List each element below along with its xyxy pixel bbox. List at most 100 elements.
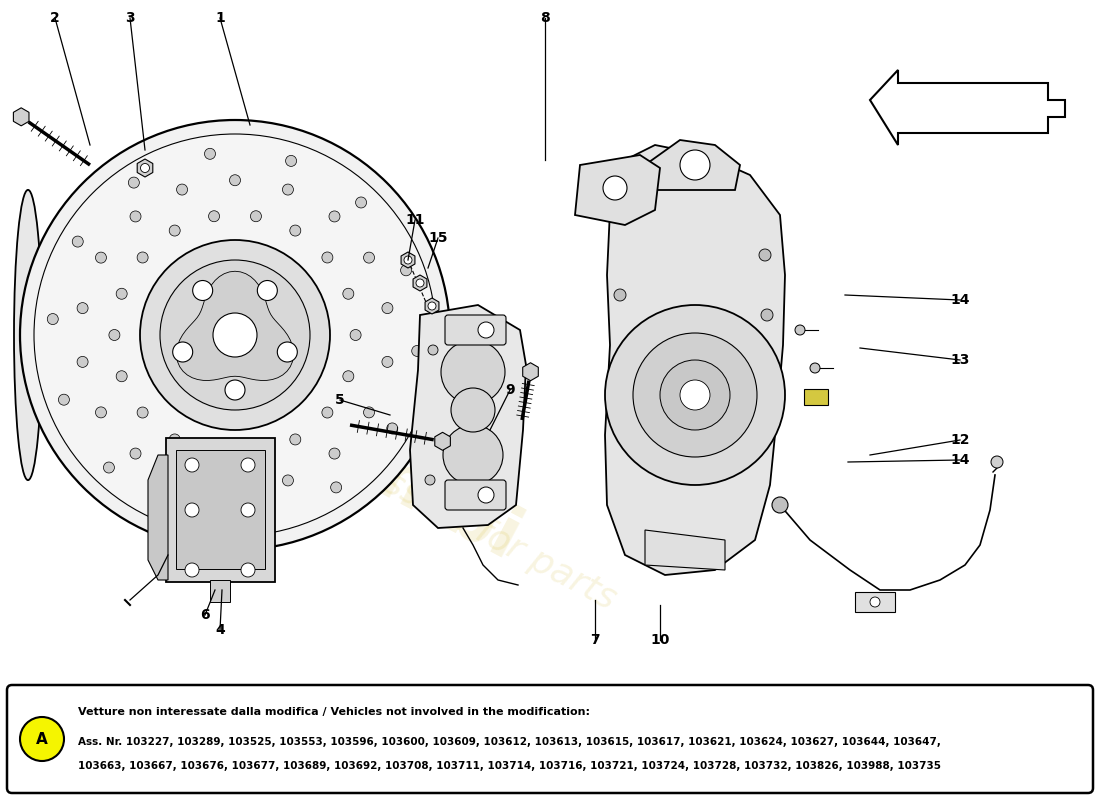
Circle shape	[109, 330, 120, 341]
Circle shape	[251, 210, 262, 222]
Circle shape	[117, 370, 128, 382]
Circle shape	[185, 563, 199, 577]
FancyBboxPatch shape	[7, 685, 1093, 793]
Polygon shape	[645, 140, 740, 190]
Text: 3: 3	[125, 11, 135, 25]
Circle shape	[286, 155, 297, 166]
Circle shape	[129, 177, 140, 188]
Text: A: A	[36, 731, 48, 746]
Circle shape	[169, 225, 180, 236]
Circle shape	[226, 380, 245, 400]
Circle shape	[177, 475, 188, 486]
Circle shape	[759, 249, 771, 261]
Circle shape	[363, 252, 374, 263]
Circle shape	[331, 482, 342, 493]
Circle shape	[205, 148, 216, 159]
Circle shape	[632, 333, 757, 457]
Circle shape	[77, 302, 88, 314]
Polygon shape	[855, 592, 895, 612]
Circle shape	[277, 342, 297, 362]
Text: Ass. Nr. 103227, 103289, 103525, 103553, 103596, 103600, 103609, 103612, 103613,: Ass. Nr. 103227, 103289, 103525, 103553,…	[78, 737, 940, 747]
Text: euroricambi: euroricambi	[67, 285, 532, 575]
Circle shape	[141, 163, 150, 173]
FancyBboxPatch shape	[804, 389, 828, 405]
Circle shape	[478, 487, 494, 503]
Circle shape	[322, 407, 333, 418]
Circle shape	[138, 407, 148, 418]
Circle shape	[130, 448, 141, 459]
Circle shape	[322, 252, 333, 263]
Polygon shape	[414, 275, 427, 291]
Circle shape	[614, 289, 626, 301]
Circle shape	[73, 236, 84, 247]
Circle shape	[103, 462, 114, 473]
Circle shape	[20, 120, 450, 550]
Circle shape	[20, 717, 64, 761]
Polygon shape	[605, 145, 785, 575]
Circle shape	[382, 356, 393, 367]
Circle shape	[289, 434, 300, 445]
Circle shape	[160, 260, 310, 410]
Circle shape	[400, 265, 411, 276]
Text: 1985: 1985	[382, 371, 458, 429]
Circle shape	[241, 563, 255, 577]
Circle shape	[257, 281, 277, 301]
Circle shape	[130, 211, 141, 222]
Circle shape	[209, 448, 220, 459]
Circle shape	[138, 252, 148, 263]
Circle shape	[329, 448, 340, 459]
Circle shape	[329, 211, 340, 222]
Circle shape	[251, 448, 262, 459]
Circle shape	[428, 302, 436, 310]
Circle shape	[478, 322, 494, 338]
Polygon shape	[148, 455, 168, 580]
Circle shape	[140, 240, 330, 430]
Polygon shape	[425, 298, 439, 314]
Circle shape	[34, 134, 436, 536]
Text: 13: 13	[950, 353, 970, 367]
Text: 15: 15	[428, 231, 448, 245]
Circle shape	[241, 458, 255, 472]
FancyBboxPatch shape	[166, 438, 275, 582]
Circle shape	[451, 388, 495, 432]
Polygon shape	[176, 271, 294, 381]
Text: 14: 14	[950, 293, 970, 307]
Circle shape	[605, 305, 785, 485]
Text: passion for parts: passion for parts	[338, 444, 622, 616]
Circle shape	[77, 356, 88, 367]
Polygon shape	[870, 70, 1065, 145]
Circle shape	[387, 423, 398, 434]
Circle shape	[117, 288, 128, 299]
Polygon shape	[138, 159, 153, 177]
Circle shape	[177, 184, 188, 195]
Circle shape	[382, 302, 393, 314]
FancyBboxPatch shape	[176, 450, 265, 569]
Circle shape	[363, 407, 374, 418]
Circle shape	[289, 225, 300, 236]
Text: 11: 11	[405, 213, 425, 227]
Circle shape	[350, 330, 361, 341]
Circle shape	[603, 176, 627, 200]
Circle shape	[343, 370, 354, 382]
Circle shape	[173, 342, 192, 362]
Circle shape	[761, 309, 773, 321]
FancyBboxPatch shape	[446, 480, 506, 510]
Circle shape	[230, 174, 241, 186]
Text: 4: 4	[216, 623, 224, 637]
Text: 12: 12	[950, 433, 970, 447]
Text: 14: 14	[950, 453, 970, 467]
Polygon shape	[522, 362, 538, 381]
Circle shape	[870, 597, 880, 607]
Circle shape	[680, 380, 710, 410]
Circle shape	[355, 197, 366, 208]
Text: 1: 1	[216, 11, 224, 25]
Circle shape	[404, 256, 412, 264]
Circle shape	[443, 425, 503, 485]
Circle shape	[772, 497, 788, 513]
Circle shape	[660, 360, 730, 430]
Circle shape	[283, 184, 294, 195]
Circle shape	[169, 434, 180, 445]
Circle shape	[425, 475, 435, 485]
Ellipse shape	[14, 190, 42, 480]
Text: 9: 9	[505, 383, 515, 397]
